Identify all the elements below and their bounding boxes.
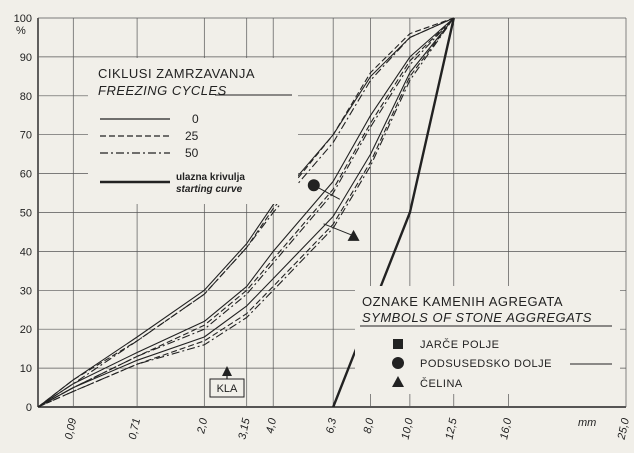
kla-marker: KLA [209,366,245,398]
x-tick-label: 10,0 [400,416,416,440]
series-line-1 [37,17,454,408]
y-tick-label: 60 [20,169,32,181]
series-line-5 [37,17,455,408]
legend-symbol-label-0: JARČE POLJE [420,338,499,351]
kla-arrow-icon [222,366,232,376]
legend-symbols-subtitle: SYMBOLS OF STONE AGGREGATS [362,310,592,325]
legend-cycles-subtitle: FREEZING CYCLES [98,83,227,98]
x-tick-label: 0,71 [127,417,143,440]
legend-label-start-en: starting curve [176,184,243,195]
y-tick-label: 40 [20,246,32,258]
kla-box [209,378,245,398]
x-tick-label: 0,09 [63,417,79,440]
y-tick-label: 20 [20,324,32,336]
legend-label-50: 50 [185,146,199,160]
series-line-8 [37,17,455,408]
x-tick-label: 16,0 [498,416,514,440]
series-line-3 [37,17,455,408]
x-tick-label: 12,5 [444,416,460,440]
circle-symbol-icon [392,357,404,369]
square-symbol-icon [393,339,403,349]
x-tick-label: 25,0 [616,416,633,441]
legend-symbol-label-2: ČELINA [420,377,463,390]
y-tick-label: 80 [20,91,32,103]
annotation-circle-icon [307,179,320,192]
annotation-triangle-icon [347,229,360,241]
series-line-2 [37,17,455,408]
triangle-symbol-icon [392,376,404,387]
series-line-0 [37,17,455,408]
legend-symbol-label-1: PODSUSEDSKO DOLJE [420,358,552,370]
y-axis: 0 10 20 30 40 50 60 70 80 90 100 [14,13,32,414]
y-tick-label: 100 [14,13,32,25]
y-tick-label: 50 [20,208,32,220]
series-line-6 [37,17,455,408]
annotation-leader-2 [323,223,354,237]
y-tick-label: 90 [20,52,32,64]
y-unit-label: % [16,25,26,37]
x-tick-label: 3,15 [236,416,252,440]
x-unit-label: mm [578,417,596,429]
legend-cycles: CIKLUSI ZAMRZAVANJA FREEZING CYCLES 0 25… [88,58,298,204]
series-line-7 [37,17,455,408]
legend-label-25: 25 [185,129,199,143]
x-tick-label: 6,3 [324,416,339,434]
y-tick-label: 10 [20,363,32,375]
legend-symbols-title: OZNAKE KAMENIH AGREGATA [362,294,563,309]
y-tick-label: 70 [20,130,32,142]
x-tick-label: 4,0 [264,416,279,434]
legend-symbols: OZNAKE KAMENIH AGREGATA SYMBOLS OF STONE… [355,286,620,394]
kla-label: KLA [217,383,238,395]
legend-label-start: ulazna krivulja [176,172,245,183]
x-tick-label: 2,0 [195,416,210,435]
y-tick-label: 0 [26,402,32,414]
legend-cycles-title: CIKLUSI ZAMRZAVANJA [98,66,255,81]
legend-cycles-bg [88,58,298,204]
legend-label-0: 0 [192,112,199,126]
x-axis: 0,09 0,71 2,0 3,15 4,0 6,3 8,0 10,0 12,5 16,0 25,0 [63,416,632,441]
y-tick-label: 30 [20,285,32,297]
x-tick-label: 8,0 [362,416,377,434]
